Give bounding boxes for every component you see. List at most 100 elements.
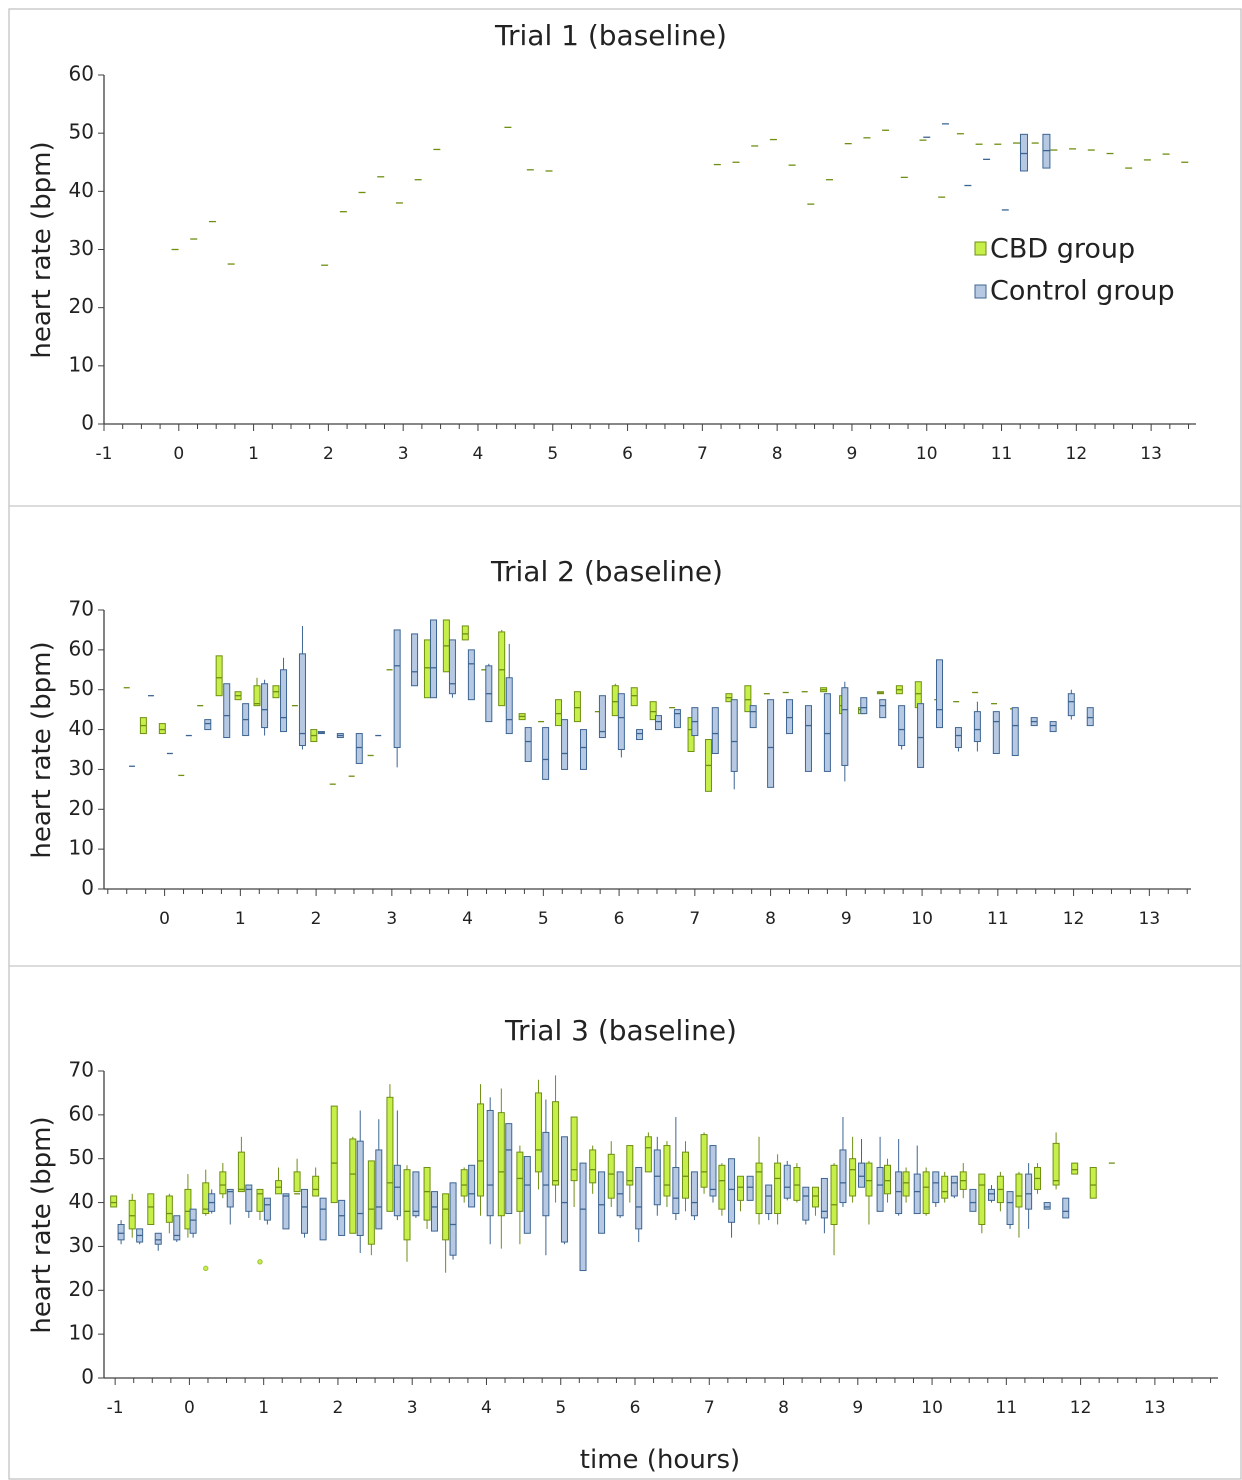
box <box>879 699 887 719</box>
control-box <box>338 1199 346 1236</box>
box <box>467 649 475 701</box>
cbd-box <box>820 687 828 693</box>
cbd-box <box>626 1145 634 1203</box>
box <box>630 687 638 707</box>
x-tick-label: 8 <box>772 444 783 464</box>
cbd-box <box>876 691 884 695</box>
control-box <box>245 1184 253 1218</box>
y-tick-label: 70 <box>69 597 94 621</box>
x-tick-label: 6 <box>630 1398 641 1418</box>
box <box>423 639 431 699</box>
cbd-box <box>1034 1163 1042 1194</box>
box <box>767 699 775 788</box>
control-box <box>411 633 419 687</box>
box <box>560 1136 568 1243</box>
box <box>860 697 868 715</box>
cbd-box <box>589 1145 597 1194</box>
box <box>468 1164 476 1208</box>
y-tick-label: 70 <box>69 1058 94 1082</box>
x-tick-label: 3 <box>407 1398 418 1418</box>
control-box <box>804 705 812 772</box>
control-box <box>1062 1197 1070 1219</box>
box <box>1011 707 1019 756</box>
x-axis-label: time (hours) <box>580 1445 740 1475</box>
y-tick-label: 0 <box>81 876 94 900</box>
x-tick-label: 0 <box>173 444 184 464</box>
cbd-box <box>725 693 733 703</box>
box <box>319 1197 327 1241</box>
box <box>922 1171 930 1215</box>
x-tick-label: 7 <box>689 909 700 929</box>
outlier-point <box>203 1265 209 1272</box>
control-box <box>876 1136 884 1212</box>
control-box <box>654 715 662 731</box>
box <box>505 1123 513 1215</box>
outlier-point <box>257 1259 263 1265</box>
cbd-box <box>460 1167 468 1203</box>
control-box <box>524 727 532 762</box>
box <box>898 705 906 747</box>
box <box>253 685 261 707</box>
box <box>534 1092 542 1173</box>
control-box <box>204 719 212 731</box>
control-box <box>154 1232 162 1251</box>
x-tick-label: 8 <box>778 1398 789 1418</box>
x-tick-label: 10 <box>921 1398 943 1418</box>
y-tick-label: 40 <box>69 1189 94 1213</box>
control-box <box>486 1097 494 1245</box>
box <box>561 719 569 770</box>
box <box>830 1164 838 1225</box>
control-box <box>617 693 625 758</box>
legend-label-control: Control group <box>990 276 1175 307</box>
box <box>523 1156 531 1234</box>
box <box>330 1105 338 1204</box>
cbd-box <box>215 655 223 697</box>
box <box>865 1162 873 1197</box>
x-tick-label: 0 <box>184 1398 195 1418</box>
y-tick-label: 20 <box>69 294 94 318</box>
box <box>237 1151 245 1193</box>
box <box>607 1153 615 1199</box>
box <box>626 1145 634 1186</box>
cbd-box <box>165 1193 173 1234</box>
cbd-box <box>310 729 318 743</box>
control-box <box>523 1156 531 1234</box>
chart-title: Trial 1 (baseline) <box>494 19 727 52</box>
x-tick-label: 12 <box>1066 444 1088 464</box>
control-box <box>898 705 906 750</box>
box <box>1049 721 1057 733</box>
x-tick-label: 9 <box>847 444 858 464</box>
box <box>804 705 812 772</box>
cbd-box <box>830 1163 838 1256</box>
cbd-box <box>704 739 712 792</box>
control-box <box>673 709 681 729</box>
box <box>749 705 757 729</box>
box <box>386 1096 394 1212</box>
control-box <box>1019 133 1028 172</box>
control-box <box>430 1191 438 1232</box>
box <box>841 687 849 766</box>
y-tick-label: 50 <box>69 1145 94 1169</box>
control-box <box>242 703 250 737</box>
box <box>663 1145 671 1197</box>
box <box>223 683 231 739</box>
x-tick-label: 6 <box>622 444 633 464</box>
legend-swatch-control <box>974 284 987 299</box>
box <box>117 1224 125 1241</box>
box <box>654 715 662 731</box>
box <box>375 1149 383 1230</box>
control-box <box>767 699 775 788</box>
box <box>338 1199 346 1236</box>
control-box <box>485 663 493 723</box>
y-tick-label: 30 <box>69 236 94 260</box>
box <box>1062 1197 1070 1219</box>
chart-trial-2: Trial 2 (baseline) heart rate (bpm) 0102… <box>27 555 1191 929</box>
x-tick-label: 9 <box>841 909 852 929</box>
box <box>110 1195 118 1208</box>
control-box <box>730 699 738 790</box>
box <box>579 1162 587 1272</box>
box <box>992 711 1000 754</box>
box <box>147 1193 155 1226</box>
cbd-box <box>386 1084 394 1212</box>
cbd-box <box>884 1158 892 1203</box>
